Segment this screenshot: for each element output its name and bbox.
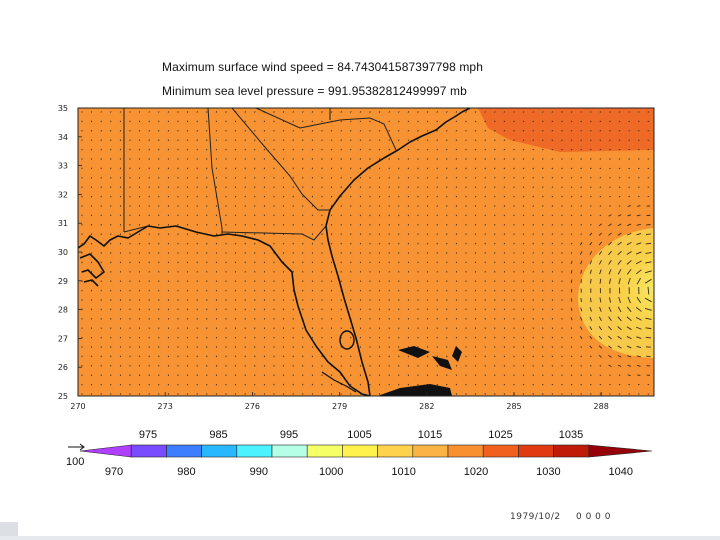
colorbar-label-lower: 970 [104,466,124,478]
colorbar-label-upper: 975 [138,429,158,441]
latitude-tick-label: 30 [58,248,68,257]
latitude-ticks: 35 34 33 32 31 30 29 28 27 26 25 [58,104,82,401]
colorbar-swatch [342,444,378,458]
latitude-tick-label: 26 [58,363,68,372]
latitude-tick-label: 34 [58,133,68,142]
latitude-tick-label: 28 [58,306,68,315]
colorbar-swatch [271,444,308,458]
longitude-tick-label: 279 [332,402,347,411]
time-code: 0 0 0 0 [576,512,611,522]
longitude-tick-label: 270 [70,402,85,411]
reference-vector-label: 100 [66,456,85,468]
colorbar-label-upper: 985 [209,429,228,441]
longitude-tick-label: 273 [158,402,173,411]
pressure-title: Minimum sea level pressure = 991.9538281… [162,84,467,98]
latitude-tick-label: 35 [58,104,68,113]
colorbar-label-lower: 1040 [608,466,634,478]
colorbar-label-lower: 1010 [391,466,416,478]
colorbar-label-lower: 980 [177,466,196,478]
longitude-ticks: 270 273 276 279 282 285 288 [70,392,609,411]
colorbar-swatch [306,444,343,458]
colorbar-swatch [377,444,414,458]
colorbar-swatch [166,444,202,458]
high-pressure-region [478,108,654,152]
colorbar-swatch [412,444,449,458]
colorbar-swatch [588,444,653,458]
timestamp: 1979/10/2 [510,512,561,522]
pressure-field [78,108,654,396]
colorbar-swatch [482,444,519,458]
wind-speed-title: Maximum surface wind speed = 84.74304158… [162,60,483,74]
wind-vectors [81,111,652,395]
coastline [78,108,471,396]
corner-tab[interactable] [0,522,18,540]
bottom-bar [0,536,720,540]
longitude-tick-label: 285 [506,402,521,411]
colorbar-label-upper: 1015 [417,429,443,441]
colorbar-swatch [201,444,238,458]
colorbar-label-lower: 1030 [536,466,561,478]
latitude-tick-label: 31 [58,219,68,228]
colorbar-label-upper: 1005 [347,429,372,441]
colorbar-label-lower: 1020 [463,466,489,478]
latitude-tick-label: 32 [58,190,68,199]
colorbar-label-lower: 1000 [318,466,344,478]
reference-vector [68,443,85,451]
longitude-tick-label: 282 [419,402,434,411]
colorbar-label-upper: 995 [279,429,299,441]
colorbar-swatch [447,444,484,458]
colorbar [79,444,653,458]
colorbar-label-upper: 1035 [558,429,584,441]
latitude-tick-label: 27 [58,334,68,343]
colorbar-swatch [518,444,554,458]
state-boundaries [123,108,397,241]
colorbar-swatch [79,444,132,458]
colorbar-label-lower: 990 [249,466,268,478]
colorbar-label-upper: 1025 [488,429,513,441]
latitude-tick-label: 29 [58,277,68,286]
colorbar-swatch [130,444,167,458]
colorbar-swatch [553,444,590,458]
latitude-tick-label: 25 [58,392,68,401]
longitude-tick-label: 288 [594,402,609,411]
latitude-tick-label: 33 [58,162,68,171]
islands [377,346,462,396]
longitude-tick-label: 276 [245,402,260,411]
colorbar-swatch [236,444,273,458]
